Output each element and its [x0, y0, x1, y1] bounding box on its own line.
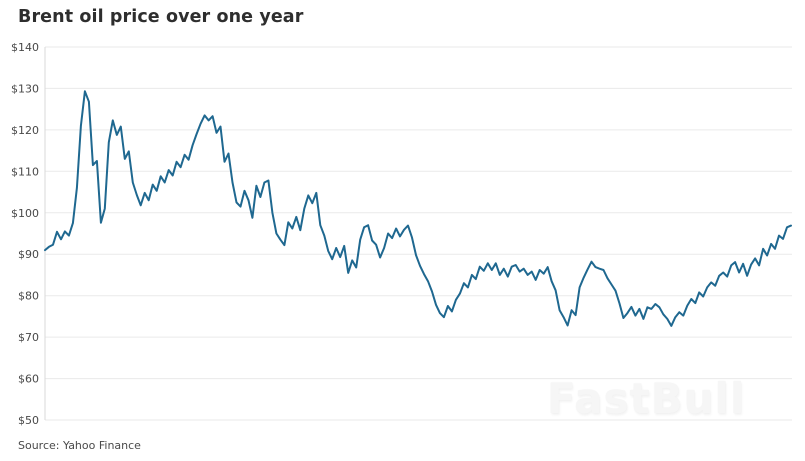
y-axis-tick-label: $140	[11, 41, 39, 54]
chart-title: Brent oil price over one year	[18, 7, 304, 27]
source-note: Source: Yahoo Finance	[18, 439, 141, 452]
y-axis-tick-label: $100	[11, 207, 39, 220]
y-axis-tick-label: $50	[18, 414, 39, 427]
price-line	[44, 90, 792, 327]
y-axis-tick-label: $90	[18, 248, 39, 261]
y-axis-tick-label: $120	[11, 124, 39, 137]
y-axis-tick-label: $130	[11, 82, 39, 95]
y-axis-tick-label: $60	[18, 373, 39, 386]
y-axis-tick-label: $70	[18, 331, 39, 344]
y-axis-tick-label: $80	[18, 290, 39, 303]
y-axis-tick-label: $110	[11, 165, 39, 178]
